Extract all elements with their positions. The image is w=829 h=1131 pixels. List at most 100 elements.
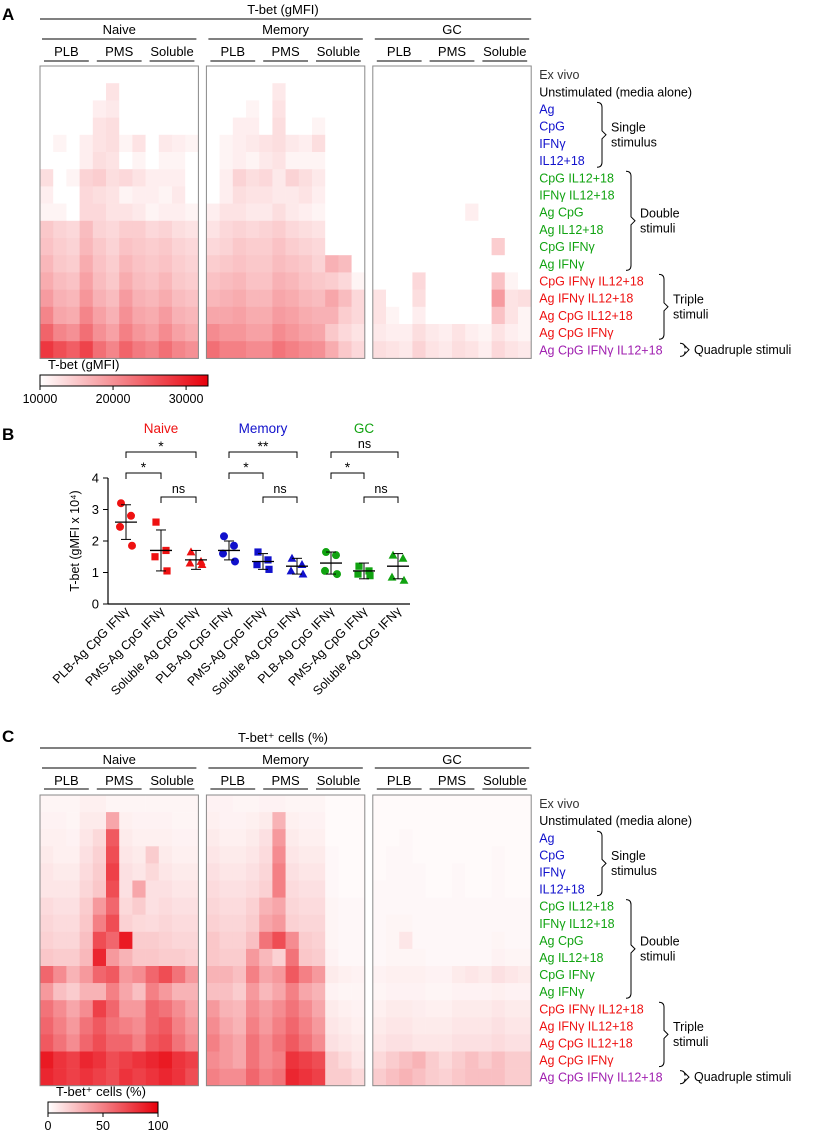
heatmap-cell bbox=[206, 983, 220, 1001]
heatmap-cell bbox=[119, 306, 133, 325]
data-point bbox=[286, 566, 296, 575]
heatmap-cell bbox=[219, 914, 234, 933]
heatmap-cell bbox=[232, 1000, 247, 1018]
heatmap-cell bbox=[219, 966, 234, 984]
subgroup-label: Soluble bbox=[483, 44, 526, 59]
heatmap-cell bbox=[272, 272, 286, 290]
heatmap-cell bbox=[92, 880, 107, 898]
heatmap-cell bbox=[79, 306, 94, 325]
heatmap-cell bbox=[145, 289, 160, 308]
heatmap-cell bbox=[298, 83, 313, 101]
heatmap-cell bbox=[518, 1017, 532, 1035]
heatmap-cell bbox=[478, 1068, 492, 1086]
heatmap-cell bbox=[338, 1051, 352, 1069]
heatmap-cell bbox=[478, 289, 492, 308]
heatmap-cell bbox=[425, 324, 440, 342]
heatmap-cell bbox=[53, 341, 67, 359]
heatmap-cell bbox=[325, 931, 339, 950]
heatmap-cell bbox=[66, 897, 80, 915]
heatmap-cell bbox=[285, 931, 300, 950]
heatmap-cell bbox=[372, 1068, 387, 1086]
heatmap-cell bbox=[272, 100, 286, 118]
heatmap-cell bbox=[246, 289, 260, 308]
heatmap-cell bbox=[53, 846, 67, 864]
heatmap-cell bbox=[259, 100, 273, 118]
heatmap-cell bbox=[53, 134, 67, 153]
heatmap-cell bbox=[259, 289, 273, 308]
heatmap-cell bbox=[66, 272, 80, 290]
heatmap-cell bbox=[504, 83, 519, 101]
heatmap-cell bbox=[219, 272, 234, 290]
heatmap-cell bbox=[452, 1000, 466, 1018]
heatmap-cell bbox=[338, 134, 352, 153]
heatmap-cell bbox=[145, 914, 160, 933]
heatmap-cell bbox=[66, 1051, 80, 1069]
heatmap-cell bbox=[338, 931, 352, 950]
heatmap-cell bbox=[246, 1000, 260, 1018]
heatmap-cell bbox=[386, 66, 400, 84]
heatmap-cell bbox=[465, 1000, 479, 1018]
heatmap-cell bbox=[312, 914, 326, 933]
heatmap-cell bbox=[285, 948, 300, 967]
heatmap-cell bbox=[119, 1000, 133, 1018]
heatmap-cell bbox=[298, 983, 313, 1001]
heatmap-cell bbox=[40, 846, 54, 864]
heatmap-cell bbox=[438, 983, 453, 1001]
heatmap-cell bbox=[219, 100, 234, 118]
heatmap-cell bbox=[132, 863, 146, 881]
heatmap-cell bbox=[272, 1034, 286, 1052]
heatmap-cell bbox=[338, 795, 352, 813]
heatmap-cell bbox=[504, 1017, 519, 1035]
heatmap-cell bbox=[106, 152, 120, 170]
heatmap-cell bbox=[312, 272, 326, 290]
heatmap-cell bbox=[298, 238, 313, 256]
heatmap-cell bbox=[53, 931, 67, 950]
heatmap-cell bbox=[106, 1017, 120, 1035]
heatmap-cell bbox=[478, 1051, 492, 1069]
heatmap-cell bbox=[504, 100, 519, 118]
heatmap-cell bbox=[325, 863, 339, 881]
heatmap-cell bbox=[285, 203, 300, 222]
heatmap-cell bbox=[219, 203, 234, 222]
y-tick-label: 2 bbox=[92, 534, 99, 549]
heatmap-cell bbox=[272, 812, 286, 830]
heatmap-cell bbox=[185, 66, 199, 84]
heatmap-cell bbox=[351, 1000, 366, 1018]
heatmap-cell bbox=[158, 1068, 173, 1086]
heatmap-cell bbox=[219, 1017, 234, 1035]
heatmap-cell bbox=[158, 914, 173, 933]
heatmap-cell bbox=[246, 1068, 260, 1086]
heatmap-cell bbox=[185, 914, 199, 933]
significance-bracket bbox=[125, 472, 162, 479]
heatmap-cell bbox=[132, 1051, 146, 1069]
heatmap-cell bbox=[325, 948, 339, 967]
heatmap-cell bbox=[206, 846, 220, 864]
heatmap-cell bbox=[219, 795, 234, 813]
heatmap-cell bbox=[399, 117, 413, 136]
heatmap-cell bbox=[452, 255, 466, 273]
bracket-label: stimuli bbox=[640, 221, 675, 235]
heatmap-cell bbox=[298, 897, 313, 915]
heatmap-cell bbox=[53, 795, 67, 813]
heatmap-cell bbox=[399, 1051, 413, 1069]
heatmap-cell bbox=[40, 829, 54, 847]
heatmap-cell bbox=[285, 983, 300, 1001]
data-point bbox=[387, 572, 397, 581]
heatmap-cell bbox=[259, 863, 273, 881]
heatmap-cell bbox=[79, 846, 94, 864]
heatmap-cell bbox=[351, 829, 366, 847]
heatmap-cell bbox=[372, 203, 387, 222]
heatmap-cell bbox=[246, 272, 260, 290]
group-label: Naive bbox=[144, 421, 179, 436]
heatmap-cell bbox=[259, 897, 273, 915]
heatmap-cell bbox=[351, 341, 366, 359]
data-point bbox=[127, 511, 135, 520]
heatmap-cell bbox=[491, 1068, 506, 1086]
heatmap-cell bbox=[66, 1068, 80, 1086]
heatmap-cell bbox=[158, 983, 173, 1001]
heatmap-cell bbox=[338, 863, 352, 881]
heatmap-cell bbox=[272, 795, 286, 813]
heatmap-cell bbox=[232, 117, 247, 136]
